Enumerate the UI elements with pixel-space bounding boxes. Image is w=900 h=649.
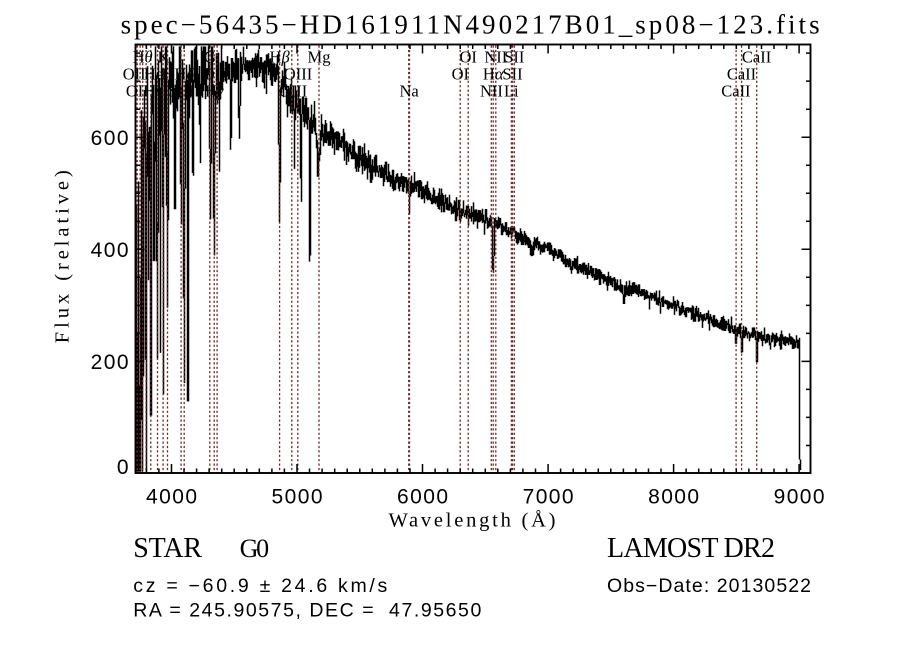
svg-text:G: G [204, 47, 216, 66]
svg-text:OIII: OIII [284, 64, 312, 83]
svg-text:OII: OII [123, 64, 146, 83]
svg-text:NII: NII [484, 47, 507, 66]
svg-text:LAMOST DR2: LAMOST DR2 [607, 533, 775, 564]
svg-text:400: 400 [91, 239, 129, 262]
svg-text:CaII: CaII [727, 64, 756, 83]
svg-text:600: 600 [91, 127, 129, 150]
svg-text:G0: G0 [240, 534, 270, 563]
svg-text:NII: NII [480, 81, 503, 100]
svg-text:HeI: HeI [144, 64, 169, 83]
svg-text:200: 200 [91, 351, 129, 374]
svg-text:Mg: Mg [308, 47, 331, 66]
svg-text:OII: OII [126, 81, 149, 100]
svg-text:Hα: Hα [483, 64, 504, 83]
svg-text:Hθ: Hθ [133, 47, 153, 66]
svg-text:CaII: CaII [721, 81, 750, 100]
svg-text:SrII: SrII [168, 81, 194, 100]
svg-text:4000: 4000 [146, 486, 197, 509]
svg-text:OI: OI [452, 64, 469, 83]
svg-text:SII: SII [504, 47, 524, 66]
svg-text:CaII: CaII [742, 47, 771, 66]
svg-text:OI: OI [459, 47, 476, 66]
svg-text:K: K [158, 47, 170, 66]
svg-text:OIII: OIII [203, 64, 231, 83]
svg-text:8000: 8000 [648, 486, 699, 509]
svg-text:Li: Li [504, 81, 519, 100]
svg-text:Wavelength (Å): Wavelength (Å) [389, 510, 556, 532]
svg-text:9000: 9000 [774, 486, 825, 509]
svg-text:Hβ: Hβ [270, 47, 291, 66]
svg-text:STAR: STAR [133, 533, 202, 564]
svg-text:SII: SII [502, 64, 522, 83]
svg-text:Na: Na [399, 81, 419, 100]
svg-text:cz = −60.9 ± 24.6 km/s: cz = −60.9 ± 24.6 km/s [133, 575, 387, 597]
svg-text:OIII: OIII [279, 81, 307, 100]
svg-text:0: 0 [117, 456, 129, 479]
svg-text:Hγ: Hγ [205, 81, 224, 100]
svg-text:6000: 6000 [397, 486, 448, 509]
svg-text:H: H [162, 64, 174, 83]
svg-text:Hη: Hη [143, 81, 163, 100]
svg-text:RA = 245.90575, DEC = 47.9565: RA = 245.90575, DEC = 47.95650 [133, 600, 481, 622]
svg-text:spec−56435−HD161911N490217B01_: spec−56435−HD161911N490217B01_sp08−123.f… [121, 10, 820, 40]
svg-text:Obs−Date: 20130522: Obs−Date: 20130522 [607, 575, 811, 597]
svg-text:Hδ: Hδ [174, 64, 194, 83]
svg-text:5000: 5000 [272, 486, 323, 509]
svg-text:Flux (relative): Flux (relative) [52, 170, 74, 343]
svg-text:7000: 7000 [523, 486, 574, 509]
